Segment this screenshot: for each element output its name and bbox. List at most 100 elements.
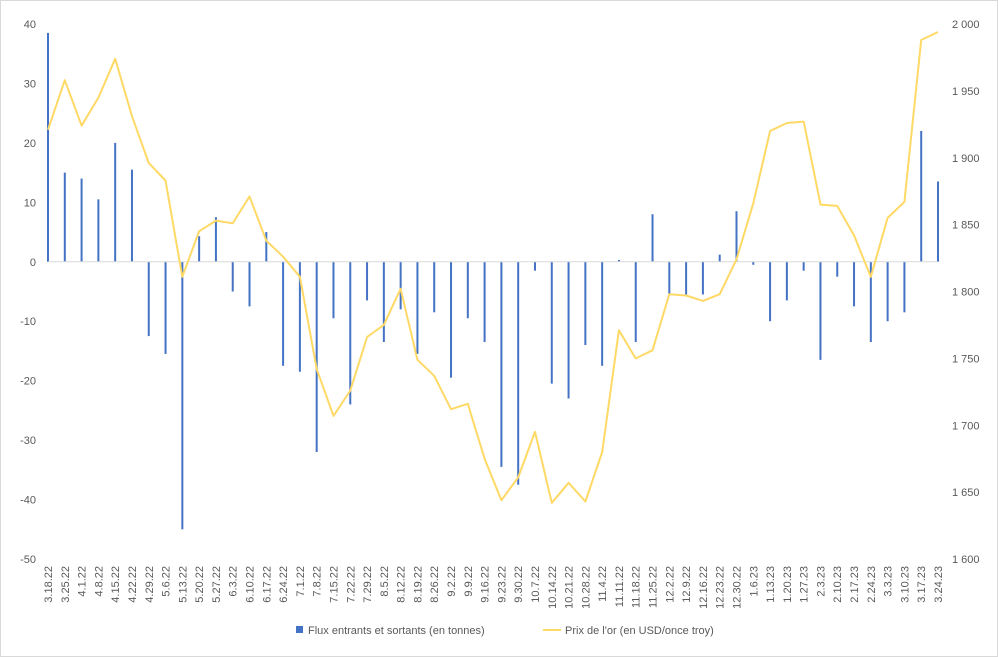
x-tick-label: 4.8.22: [93, 566, 105, 597]
x-tick-label: 3.10.23: [899, 566, 911, 603]
y-left-tick-label: 40: [24, 19, 36, 31]
bar: [651, 214, 654, 262]
bar: [735, 211, 738, 262]
x-tick-label: 10.14.22: [547, 566, 559, 609]
x-tick-label: 3.25.22: [60, 566, 72, 603]
legend-line-label: Prix de l'or (en USD/once troy): [565, 625, 714, 637]
bar: [214, 217, 217, 262]
x-tick-label: 11.11.22: [614, 566, 626, 607]
bar: [533, 261, 536, 271]
x-tick-label: 4.29.22: [144, 566, 156, 603]
x-tick-label: 9.30.22: [513, 566, 525, 603]
bar: [97, 199, 100, 262]
x-tick-label: 4.15.22: [110, 566, 122, 603]
y-right-tick-label: 2 000: [952, 19, 980, 31]
y-right-tick-label: 1 650: [952, 487, 980, 499]
bar: [836, 261, 839, 277]
y-right-tick-label: 1 950: [952, 86, 980, 98]
x-tick-label: 7.8.22: [312, 566, 324, 597]
x-tick-label: 12.30.22: [731, 566, 743, 609]
x-tick-label: 7.1.22: [295, 566, 307, 597]
bar: [433, 261, 436, 313]
x-tick-label: 3.3.23: [883, 566, 895, 597]
bar: [399, 261, 402, 310]
x-tick-label: 1.6.23: [748, 566, 760, 597]
x-tick-label: 6.10.22: [245, 566, 257, 603]
x-tick-label: 3.17.23: [916, 566, 928, 603]
bar: [701, 261, 704, 295]
x-tick-label: 5.6.22: [161, 566, 173, 597]
x-tick-label: 12.9.22: [681, 566, 693, 603]
x-tick-label: 9.2.22: [446, 566, 458, 597]
bar: [231, 261, 234, 292]
bar: [147, 261, 150, 337]
bar: [634, 261, 637, 343]
bar: [248, 261, 251, 307]
x-tick-label: 12.16.22: [698, 566, 710, 609]
bar: [382, 261, 385, 343]
x-tick-label: 1.20.23: [782, 566, 794, 603]
x-tick-label: 8.12.22: [396, 566, 408, 603]
y-left-tick-label: 20: [24, 138, 36, 150]
bar: [718, 254, 721, 262]
bar: [466, 261, 469, 319]
x-tick-label: 6.24.22: [278, 566, 290, 603]
bar: [282, 261, 285, 366]
x-tick-label: 12.2.22: [664, 566, 676, 603]
bar: [920, 131, 923, 262]
bar: [550, 261, 553, 384]
y-left-tick-label: 0: [30, 257, 36, 269]
bar: [601, 261, 604, 366]
bar: [265, 232, 268, 262]
x-tick-label: 11.4.22: [597, 566, 609, 602]
y-right-tick-label: 1 850: [952, 220, 980, 232]
y-left-tick-label: -30: [20, 435, 36, 447]
y-left-tick-label: 30: [24, 78, 36, 90]
x-tick-label: 2.3.23: [815, 566, 827, 597]
x-tick-label: 4.1.22: [77, 566, 89, 597]
y-left-tick-label: -40: [20, 495, 36, 507]
bar: [298, 261, 301, 372]
bar: [937, 181, 939, 262]
x-tick-label: 10.21.22: [564, 566, 576, 609]
bar: [886, 261, 889, 322]
x-tick-label: 1.13.23: [765, 566, 777, 603]
x-tick-label: 4.22.22: [127, 566, 139, 603]
bar: [181, 261, 184, 530]
x-tick-label: 11.25.22: [648, 566, 660, 608]
x-tick-label: 8.19.22: [412, 566, 424, 603]
x-tick-label: 2.10.23: [832, 566, 844, 603]
y-right-tick-label: 1 600: [952, 554, 980, 566]
x-tick-label: 12.23.22: [715, 566, 727, 609]
bar: [500, 261, 503, 467]
x-tick-label: 1.27.23: [799, 566, 811, 603]
y-left-tick-label: 10: [24, 197, 36, 209]
bar: [802, 261, 805, 271]
y-left-tick-label: -10: [20, 316, 36, 328]
bar: [903, 261, 906, 313]
bar: [752, 261, 755, 265]
y-left-tick-label: -20: [20, 376, 36, 388]
x-tick-label: 2.24.23: [866, 566, 878, 603]
bar: [416, 261, 419, 354]
x-tick-label: 9.23.22: [496, 566, 508, 603]
bar: [198, 236, 201, 262]
bar: [164, 261, 167, 354]
x-tick-label: 2.17.23: [849, 566, 861, 603]
y-right-tick-label: 1 700: [952, 420, 980, 432]
y-right-tick-label: 1 800: [952, 287, 980, 299]
bar: [483, 261, 486, 343]
bar: [349, 261, 352, 405]
x-tick-label: 5.27.22: [211, 566, 223, 603]
bar: [517, 261, 520, 485]
bar: [769, 261, 772, 322]
bar: [617, 259, 620, 262]
x-tick-label: 11.18.22: [631, 566, 643, 608]
bar: [853, 261, 856, 307]
bar: [785, 261, 788, 301]
x-tick-label: 3.24.23: [933, 566, 945, 603]
bar: [869, 261, 872, 343]
x-tick-label: 5.13.22: [177, 566, 189, 603]
y-right-tick-label: 1 900: [952, 153, 980, 165]
